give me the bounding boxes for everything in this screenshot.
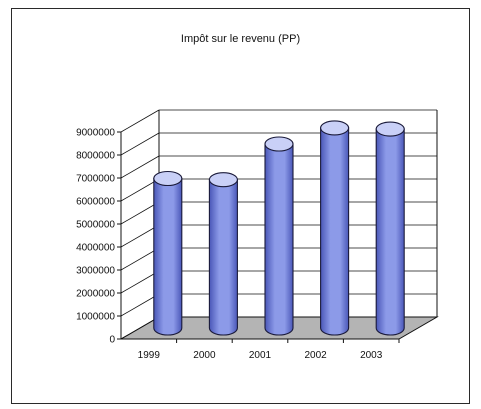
x-tick-label: 1999 — [138, 350, 161, 361]
chart-title: Impôt sur le revenu (PP) — [180, 33, 301, 45]
x-tick-label: 2002 — [304, 350, 327, 361]
y-tick-label: 2000000 — [76, 289, 115, 300]
y-tick-label: 3000000 — [76, 266, 115, 277]
y-tick-label: 4000000 — [76, 243, 115, 254]
bar — [208, 179, 238, 336]
y-tick-label: 9000000 — [76, 128, 115, 139]
x-tick-label: 2003 — [360, 350, 383, 361]
gridline-side — [120, 316, 160, 340]
y-tick-label: 6000000 — [76, 197, 115, 208]
gridline-side — [120, 155, 160, 179]
gridline-side — [120, 201, 160, 225]
bar-top — [320, 120, 350, 136]
gridline-side — [120, 178, 160, 202]
gridline-side — [120, 293, 160, 317]
gridline-side — [120, 270, 160, 294]
x-tick-label: 2000 — [193, 350, 216, 361]
bar — [153, 177, 183, 336]
y-tick-label: 7000000 — [76, 174, 115, 185]
y-tick-label: 5000000 — [76, 220, 115, 231]
gridline-side — [120, 224, 160, 248]
x-tick-label: 2001 — [249, 350, 272, 361]
bar-top — [153, 170, 183, 187]
bar — [375, 128, 405, 336]
gridline-side — [120, 132, 160, 156]
bar — [264, 143, 294, 336]
y-tick-label: 8000000 — [76, 151, 115, 162]
y-tick-label: 0 — [109, 335, 115, 346]
bar-top — [208, 172, 238, 188]
gridline-side — [120, 109, 160, 133]
bar-top — [264, 136, 294, 152]
bar — [320, 127, 350, 336]
bar-top — [375, 121, 405, 137]
gridline-side — [120, 247, 160, 271]
y-tick-label: 1000000 — [76, 312, 115, 323]
